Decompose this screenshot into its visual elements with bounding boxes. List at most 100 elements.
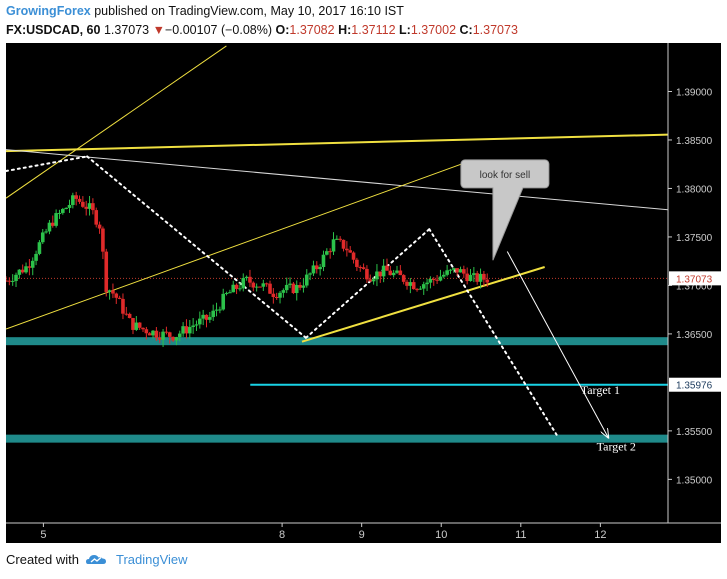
candle-up [61, 208, 65, 213]
candle-down [345, 248, 349, 251]
candle-up [321, 254, 326, 268]
close-label: C: [459, 23, 473, 37]
candle-up [318, 267, 322, 270]
y-tick-label: 1.38500 [676, 136, 713, 147]
candle-up [428, 279, 433, 283]
candle-up [201, 314, 205, 319]
close-value: 1.37073 [472, 23, 518, 37]
last-price-box [669, 271, 721, 286]
candle-down [234, 284, 239, 289]
candle-up [224, 292, 229, 294]
horizontal-resistance[interactable] [6, 133, 669, 153]
candle-down [435, 279, 439, 281]
tradingview-brand-link[interactable]: TradingView [85, 551, 188, 567]
candle-down [314, 265, 319, 270]
candle-down [351, 252, 356, 260]
candle-down [455, 268, 459, 273]
upper-channel[interactable] [6, 163, 462, 330]
candle-up [448, 269, 453, 271]
candle-up [311, 265, 316, 274]
candle-down [144, 329, 149, 334]
candle-down [388, 270, 393, 276]
candle-up [281, 290, 286, 293]
candle-down [361, 267, 366, 269]
candle-down [368, 279, 373, 282]
candle-up [391, 272, 396, 276]
candle-up [468, 274, 473, 282]
outer-channel-top[interactable] [6, 45, 227, 199]
candle-up [181, 326, 185, 334]
candle-up [161, 331, 165, 340]
candle-up [37, 242, 42, 254]
candle-down [274, 297, 279, 299]
candle-up [194, 324, 199, 326]
candle-up [44, 231, 48, 233]
candle-up [244, 276, 249, 279]
candle-down [338, 238, 342, 240]
x-tick-label: 9 [359, 529, 365, 541]
high-label: H: [338, 23, 352, 37]
y-tick-label: 1.37000 [676, 281, 713, 292]
target-label: Target 2 [597, 439, 636, 453]
candle-down [27, 266, 32, 268]
level-band[interactable] [6, 434, 668, 443]
symbol-label[interactable]: FX:USDCAD, 60 [6, 23, 101, 37]
x-tick-label: 5 [40, 529, 46, 541]
candle-up [472, 273, 476, 275]
target-label: Target 1 [581, 383, 620, 397]
candle-down [465, 273, 469, 282]
candle-down [411, 282, 416, 290]
created-with-label: Created with [6, 551, 79, 567]
candle-up [174, 337, 179, 341]
candle-down [97, 224, 102, 229]
y-tick-label: 1.37500 [676, 233, 713, 244]
candle-up [325, 251, 329, 255]
zigzag-2[interactable] [86, 155, 307, 339]
x-tick-label: 11 [515, 529, 526, 541]
candle-up [151, 330, 155, 336]
candle-up [177, 333, 182, 338]
white-trendline[interactable] [6, 149, 669, 211]
candle-up [40, 232, 45, 243]
zigzag-1[interactable] [6, 155, 89, 172]
candle-down [6, 280, 8, 282]
down-arrow-icon: ▼ [152, 23, 165, 37]
candle-down [358, 266, 363, 268]
candle-down [378, 271, 383, 277]
candle-down [157, 337, 162, 340]
candle-up [301, 285, 306, 288]
brand-label: TradingView [115, 551, 188, 567]
candle-up [458, 269, 463, 273]
open-label: O: [275, 23, 290, 37]
candle-down [94, 210, 99, 225]
candle-up [87, 203, 92, 209]
level-band[interactable] [6, 337, 668, 346]
x-tick-label: 8 [279, 529, 285, 541]
zigzag-4[interactable] [428, 228, 558, 436]
candle-down [154, 330, 159, 338]
candle-up [198, 318, 202, 325]
x-tick-label: 12 [594, 529, 606, 541]
candle-up [30, 260, 35, 268]
candle-down [482, 273, 486, 280]
candle-down [121, 298, 125, 314]
candle-down [137, 322, 142, 328]
candle-up [304, 274, 309, 286]
candle-up [438, 276, 443, 281]
author-link[interactable]: GrowingForex [6, 4, 91, 18]
candle-up [241, 278, 246, 289]
rising-support[interactable] [301, 266, 545, 343]
price-chart[interactable]: look for sell Target 1 Target 2 1.39000 1.3… [6, 43, 721, 543]
plot-area[interactable] [6, 43, 721, 543]
candle-down [431, 279, 436, 281]
candle-down [398, 270, 403, 276]
y-tick-label: 1.39000 [676, 87, 713, 98]
candle-up [335, 238, 339, 240]
candle-down [124, 313, 129, 315]
candle-up [107, 290, 112, 292]
candle-up [231, 284, 236, 293]
candle-down [184, 326, 189, 334]
candle-up [221, 293, 226, 310]
projection-arrow[interactable] [506, 251, 608, 437]
candle-up [238, 288, 242, 290]
